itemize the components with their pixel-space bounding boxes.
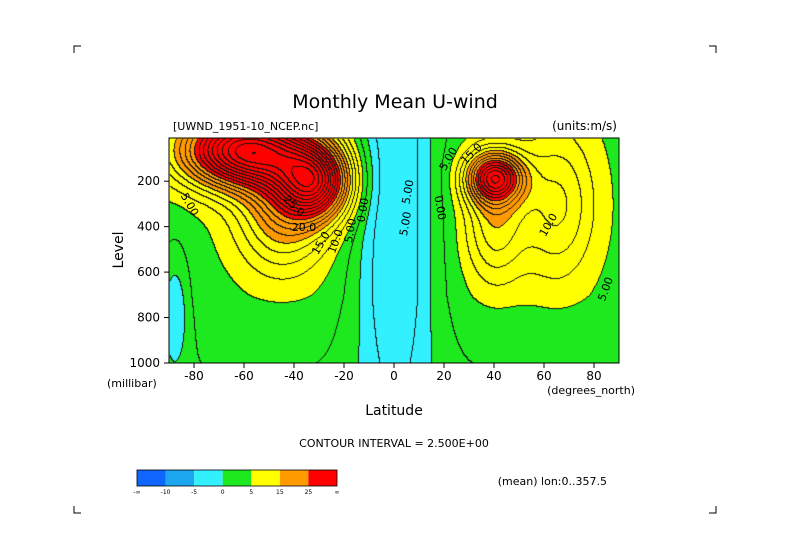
y-tick-label: 400 xyxy=(137,220,160,234)
contour-label: 5.00 xyxy=(400,179,417,205)
colorbar-label: -5 xyxy=(191,489,197,496)
y-tick-label: 200 xyxy=(137,174,160,188)
colorbar: -∞ -10 -5 0 5 15 25 ∞ xyxy=(133,469,340,496)
x-tick-label: -80 xyxy=(184,369,204,383)
y-axis: 200 400 600 800 1000 xyxy=(129,174,169,370)
x-axis: -80 -60 -40 -20 0 20 40 60 80 xyxy=(184,363,602,383)
contour-label: 0.00 xyxy=(355,197,372,223)
colorbar-swatch xyxy=(222,470,252,486)
colorbar-swatch xyxy=(279,470,309,486)
x-tick-label: -20 xyxy=(334,369,354,383)
colorbar-label: 15 xyxy=(276,489,284,496)
y-tick-label: 1000 xyxy=(129,356,160,370)
plot-area xyxy=(168,137,620,364)
colorbar-label: -∞ xyxy=(133,489,140,496)
contour-label: 20.0 xyxy=(292,221,317,234)
x-tick-label: 60 xyxy=(536,369,551,383)
colorbar-swatch xyxy=(308,470,337,486)
contour-interval-note: CONTOUR INTERVAL = 2.500E+00 xyxy=(299,437,489,450)
y-axis-unit: (millibar) xyxy=(107,377,157,390)
colorbar-label: -10 xyxy=(161,489,171,496)
y-tick-label: 800 xyxy=(137,311,160,325)
colorbar-frame xyxy=(136,469,338,487)
colorbar-label: 25 xyxy=(305,489,313,496)
y-axis-label: Level xyxy=(111,232,127,269)
x-tick-label: -40 xyxy=(284,369,304,383)
contour-label: 0.00 xyxy=(431,195,448,221)
x-tick-label: 20 xyxy=(436,369,451,383)
chart-title: Monthly Mean U-wind xyxy=(292,91,498,113)
colorbar-swatch xyxy=(194,470,223,486)
colorbar-swatch xyxy=(137,470,166,486)
units-label: (units:m/s) xyxy=(552,119,617,133)
x-tick-label: 40 xyxy=(486,369,501,383)
colorbar-swatch xyxy=(251,470,280,486)
contour-labels: 5.00 25.020.015.010.05.000.005.005.000.00… xyxy=(178,140,616,302)
wind-field-heatmap xyxy=(169,138,619,363)
colorbar-label: 5 xyxy=(249,489,253,496)
colorbar-label: ∞ xyxy=(335,489,340,496)
mean-longitude-note: (mean) lon:0..357.5 xyxy=(498,475,607,488)
contour-label: 5.00 xyxy=(397,211,414,237)
x-tick-label: 80 xyxy=(586,369,601,383)
colorbar-swatch xyxy=(165,470,195,486)
x-axis-unit: (degrees_north) xyxy=(547,384,635,397)
x-tick-label: 0 xyxy=(390,369,398,383)
colorbar-label: 0 xyxy=(221,489,225,496)
dataset-label: [UWND_1951-10_NCEP.nc] xyxy=(173,120,318,133)
x-tick-label: -60 xyxy=(234,369,254,383)
y-tick-label: 600 xyxy=(137,265,160,279)
contour-label: 5.00 xyxy=(342,217,359,243)
corner-marks xyxy=(73,45,717,514)
x-axis-label: Latitude xyxy=(365,403,423,419)
